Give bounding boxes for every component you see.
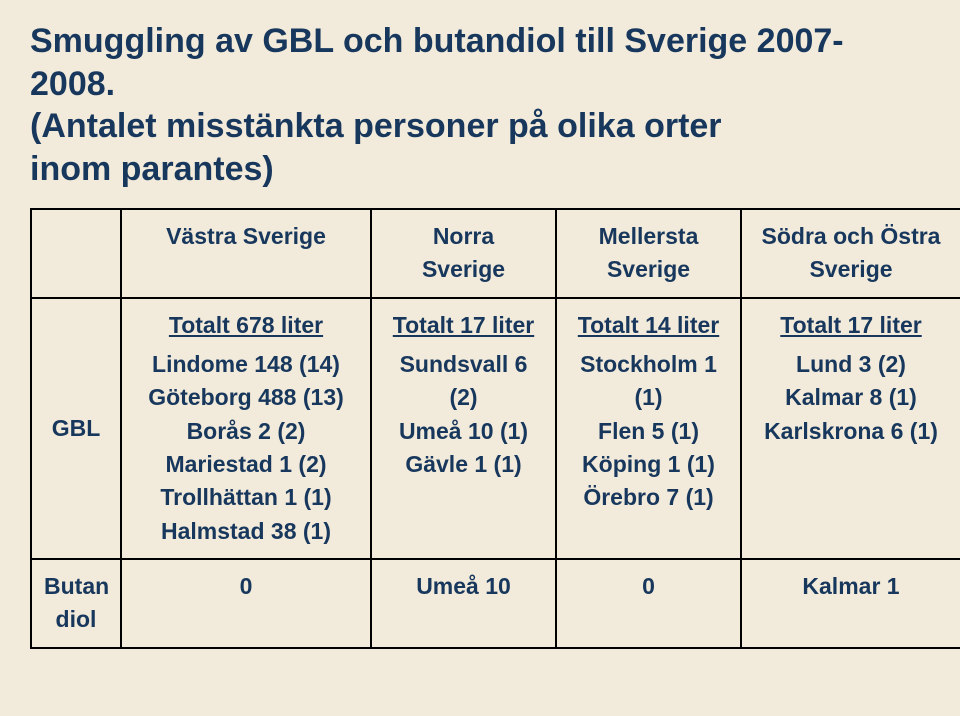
cell-item: Örebro 7 (1) <box>569 481 728 514</box>
title-line: 2008. <box>30 63 930 106</box>
table-header-row: Västra Sverige Norra Sverige Mellersta S… <box>31 209 960 298</box>
slide: Smuggling av GBL och butandiol till Sver… <box>0 0 960 716</box>
cell-butandiol-mid: 0 <box>556 559 741 648</box>
header-text: Södra och Östra <box>754 220 948 253</box>
cell-item: Göteborg 488 (13) <box>134 381 358 414</box>
cell-item: Lund 3 (2) <box>754 348 948 381</box>
cell-item: Karlskrona 6 (1) <box>754 415 948 448</box>
cell-item: Gävle 1 (1) <box>384 448 543 481</box>
cell-item: Trollhättan 1 (1) <box>134 481 358 514</box>
cell-butandiol-west: 0 <box>121 559 371 648</box>
header-text: Sverige <box>384 253 543 286</box>
cell-item: Sundsvall 6 (2) <box>384 348 543 415</box>
cell-item: Umeå 10 (1) <box>384 415 543 448</box>
header-text: Sverige <box>754 253 948 286</box>
cell-item: Stockholm 1 (1) <box>569 348 728 415</box>
header-empty <box>31 209 121 298</box>
cell-item: Kalmar 8 (1) <box>754 381 948 414</box>
header-text: Sverige <box>569 253 728 286</box>
cell-item: Flen 5 (1) <box>569 415 728 448</box>
header-west: Västra Sverige <box>121 209 371 298</box>
cell-item: Borås 2 (2) <box>134 415 358 448</box>
cell-total: Totalt 17 liter <box>393 309 534 342</box>
table-row-butandiol: Butan diol 0 Umeå 10 0 Kalmar 1 <box>31 559 960 648</box>
cell-gbl-north: Totalt 17 liter Sundsvall 6 (2) Umeå 10 … <box>371 298 556 559</box>
header-south: Södra och Östra Sverige <box>741 209 960 298</box>
header-text: Norra <box>384 220 543 253</box>
cell-item: Lindome 148 (14) <box>134 348 358 381</box>
cell-total: Totalt 17 liter <box>780 309 921 342</box>
row-label-gbl: GBL <box>31 298 121 559</box>
data-table: Västra Sverige Norra Sverige Mellersta S… <box>30 208 960 649</box>
table-row-gbl: GBL Totalt 678 liter Lindome 148 (14) Gö… <box>31 298 960 559</box>
cell-item: Mariestad 1 (2) <box>134 448 358 481</box>
header-north: Norra Sverige <box>371 209 556 298</box>
header-text: Mellersta <box>569 220 728 253</box>
row-label-text: diol <box>44 603 108 636</box>
cell-total: Totalt 14 liter <box>578 309 719 342</box>
cell-total: Totalt 678 liter <box>169 309 323 342</box>
row-label-butandiol: Butan diol <box>31 559 121 648</box>
row-label-text: Butan <box>44 570 108 603</box>
cell-item: Köping 1 (1) <box>569 448 728 481</box>
cell-butandiol-south: Kalmar 1 <box>741 559 960 648</box>
title-line: (Antalet misstänkta personer på olika or… <box>30 105 930 148</box>
title-line: inom parantes) <box>30 148 930 191</box>
cell-gbl-west: Totalt 678 liter Lindome 148 (14) Götebo… <box>121 298 371 559</box>
cell-gbl-mid: Totalt 14 liter Stockholm 1 (1) Flen 5 (… <box>556 298 741 559</box>
cell-gbl-south: Totalt 17 liter Lund 3 (2) Kalmar 8 (1) … <box>741 298 960 559</box>
cell-butandiol-north: Umeå 10 <box>371 559 556 648</box>
cell-item: Halmstad 38 (1) <box>134 515 358 548</box>
title-line: Smuggling av GBL och butandiol till Sver… <box>30 20 930 63</box>
header-text: Västra Sverige <box>166 223 326 249</box>
slide-title: Smuggling av GBL och butandiol till Sver… <box>30 20 930 190</box>
header-mid: Mellersta Sverige <box>556 209 741 298</box>
